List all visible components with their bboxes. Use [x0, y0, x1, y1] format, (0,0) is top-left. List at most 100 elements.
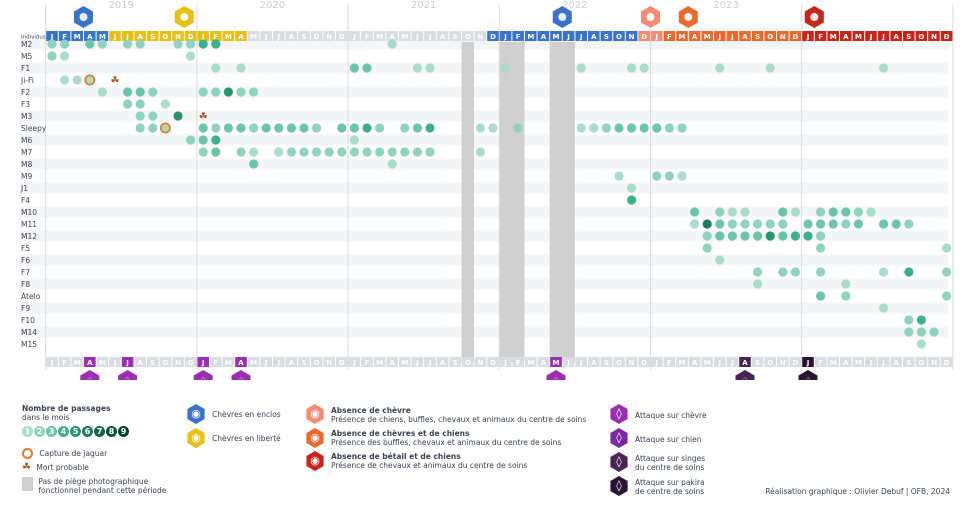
observation-dot — [475, 123, 485, 133]
month-header-label: S — [301, 33, 306, 41]
legend-attack-dog: Attaque sur chien — [635, 435, 702, 444]
month-footer-cell — [361, 357, 373, 367]
observation-dot — [929, 327, 939, 337]
month-header-cell — [751, 31, 764, 41]
observation-dot — [942, 243, 952, 253]
month-header-cell — [474, 31, 487, 41]
observation-dot — [677, 171, 687, 181]
observation-dot — [148, 87, 158, 97]
observation-dot — [841, 207, 851, 217]
month-footer-cell — [676, 357, 688, 367]
no-trap-column — [461, 42, 475, 362]
month-footer-label: F — [667, 359, 672, 367]
month-footer-label: N — [780, 359, 786, 367]
month-header-label: M — [679, 33, 686, 41]
row-stripe — [20, 86, 948, 98]
absence-goat-title: Absence de chèvre — [331, 406, 411, 415]
observation-dot — [312, 123, 322, 133]
observation-dot — [942, 267, 952, 277]
observation-dot — [324, 147, 334, 157]
row-stripe — [20, 170, 948, 182]
month-footer-cell — [449, 357, 461, 367]
month-footer-label: M — [830, 359, 837, 367]
month-header-label: A — [843, 33, 849, 41]
month-header-cell — [739, 31, 751, 41]
observation-dot — [400, 123, 410, 133]
month-footer-cell — [348, 357, 361, 367]
observation-dot — [362, 63, 372, 73]
month-header-cell — [84, 31, 96, 41]
month-header-label: A — [137, 33, 143, 41]
month-footer-cell — [550, 357, 562, 367]
observation-dot — [236, 147, 246, 157]
month-header-cell — [399, 31, 411, 41]
observation-dot — [778, 267, 788, 277]
month-header-label: D — [944, 33, 950, 41]
observation-dot — [286, 123, 296, 133]
month-header-label: F — [365, 33, 370, 41]
month-header-label: J — [806, 33, 810, 41]
month-header-label: A — [389, 33, 395, 41]
month-footer-cell — [336, 357, 348, 367]
month-footer-cell — [915, 357, 928, 367]
observation-dot — [211, 147, 221, 157]
individual-label: F5 — [21, 244, 30, 253]
claw-icon: ♢ — [740, 375, 750, 380]
observation-dot — [488, 123, 498, 133]
month-header-label: A — [591, 33, 597, 41]
absence-goat-dog-icon: ◉ — [306, 428, 324, 448]
observation-dot — [299, 147, 309, 157]
attack-monkeys-line2: du centre de soins — [635, 463, 705, 472]
individual-label: M14 — [21, 328, 37, 337]
observation-dot — [715, 207, 725, 217]
observation-dot — [690, 219, 700, 229]
month-header-cell — [46, 31, 58, 41]
observation-dot — [375, 123, 385, 133]
month-header-label: J — [125, 33, 129, 41]
observation-dot — [601, 123, 612, 133]
absence-livestock-title: Absence de bétail et de chiens — [331, 452, 461, 461]
month-header-cell — [134, 31, 146, 41]
individual-label: M9 — [21, 172, 32, 181]
month-footer-label: J — [806, 359, 810, 367]
legend-goats-free: Chèvres en liberté — [212, 434, 281, 443]
observation-dot — [753, 279, 763, 289]
row-stripe — [20, 206, 948, 218]
year-label: 2019 — [109, 0, 134, 11]
month-header-cell — [726, 31, 739, 41]
observation-dot — [148, 123, 158, 133]
month-header-label: M — [855, 33, 862, 41]
observation-dot — [904, 327, 914, 337]
legend-no-trap-line1: Pas de piège photographique — [38, 477, 149, 486]
month-footer-label: O — [162, 359, 168, 367]
month-footer-label: N — [175, 359, 181, 367]
month-footer-cell — [903, 357, 915, 367]
month-footer-label: F — [818, 359, 823, 367]
observation-dot — [223, 87, 233, 97]
month-header-cell — [109, 31, 121, 41]
month-footer-label: A — [87, 359, 93, 367]
observation-dot — [841, 219, 851, 229]
month-footer-cell — [525, 357, 537, 367]
legend-attack-monkeys: Attaque sur singes du centre de soins — [635, 454, 705, 472]
month-footer-cell — [651, 357, 663, 367]
observation-dot — [249, 87, 259, 97]
count-dot: 5 — [70, 426, 81, 437]
observation-dot — [828, 219, 838, 229]
month-footer-label: M — [679, 359, 686, 367]
observation-dot — [400, 147, 410, 157]
observation-dot — [223, 123, 233, 133]
month-footer-label: S — [755, 359, 760, 367]
month-header-label: F — [213, 33, 218, 41]
individual-label: M7 — [21, 148, 32, 157]
observation-dot — [236, 63, 246, 73]
month-header-label: N — [175, 33, 181, 41]
month-footer-cell — [512, 357, 524, 367]
month-header-label: J — [415, 33, 419, 41]
observation-dot — [349, 123, 359, 133]
month-header-cell — [575, 31, 587, 41]
observation-dot — [198, 87, 208, 97]
attack-hex-icon — [193, 370, 213, 380]
observation-dot — [85, 75, 95, 85]
month-footer-cell — [751, 357, 764, 367]
